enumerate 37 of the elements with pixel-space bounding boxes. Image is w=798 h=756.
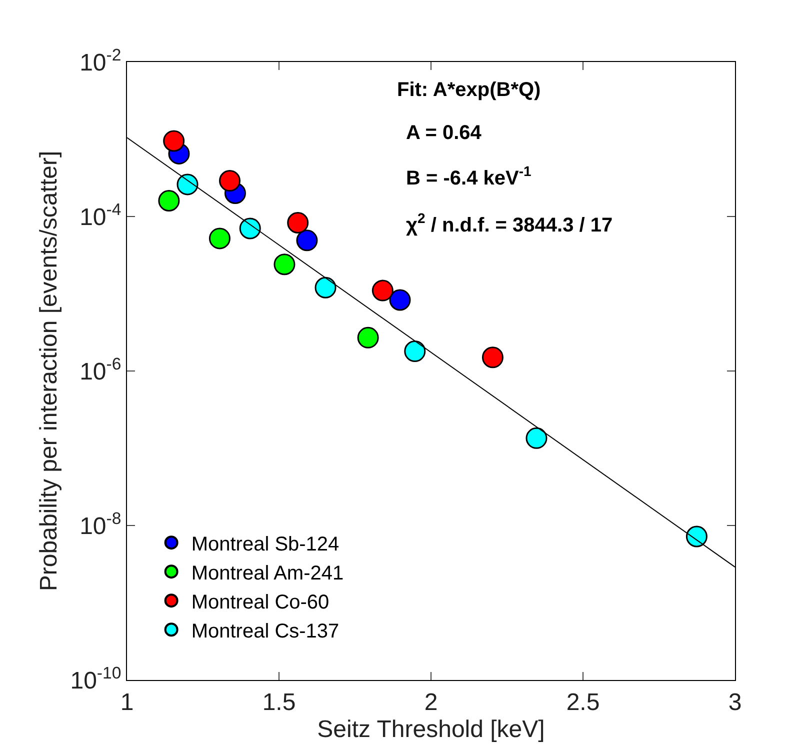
x-tick-label: 2.5 bbox=[566, 688, 600, 716]
point bbox=[389, 289, 411, 311]
point bbox=[158, 190, 180, 212]
point bbox=[526, 427, 548, 449]
annotation: B = -6.4 keV$^{-1}$ bbox=[406, 163, 532, 190]
point bbox=[404, 340, 426, 362]
y-tick-label: 10$^{-4}$ bbox=[80, 200, 122, 231]
y-tick-label: 10$^{-2}$ bbox=[80, 45, 122, 76]
annotation: χ$^{2}$ / n.d.f. = 3844.3 / 17 bbox=[406, 210, 613, 236]
annotation: Fit: A*exp(B*Q) bbox=[397, 79, 541, 101]
x-tick-label: 1 bbox=[120, 688, 134, 716]
y-tick-label: 10$^{-10}$ bbox=[70, 663, 122, 694]
point bbox=[482, 346, 504, 368]
point bbox=[372, 280, 394, 302]
point bbox=[176, 174, 198, 196]
point bbox=[686, 526, 708, 548]
legend-label: Montreal Cs-137 bbox=[191, 620, 340, 642]
point bbox=[274, 254, 296, 276]
point bbox=[219, 170, 240, 192]
y-tick-label: 10$^{-8}$ bbox=[80, 508, 122, 540]
x-axis-title: Seitz Threshold [keV] bbox=[317, 716, 545, 743]
x-tick-label: 1.5 bbox=[262, 688, 296, 716]
x-tick-label: 2 bbox=[424, 688, 438, 716]
legend-label: Montreal Am-241 bbox=[191, 562, 344, 584]
annotation: A = 0.64 bbox=[406, 122, 482, 144]
legend-label: Montreal Sb-124 bbox=[191, 533, 340, 556]
point bbox=[208, 228, 230, 250]
x-tick-label: 3 bbox=[728, 688, 742, 716]
y-axis-title: Probability per interaction [events/scatter] bbox=[35, 150, 62, 592]
point bbox=[357, 326, 379, 348]
legend-label: Montreal Co-60 bbox=[191, 591, 330, 614]
point bbox=[239, 218, 261, 240]
y-tick-label: 10$^{-6}$ bbox=[80, 354, 122, 386]
point bbox=[314, 276, 336, 298]
point bbox=[296, 230, 318, 252]
point bbox=[287, 212, 309, 234]
point bbox=[163, 130, 185, 152]
